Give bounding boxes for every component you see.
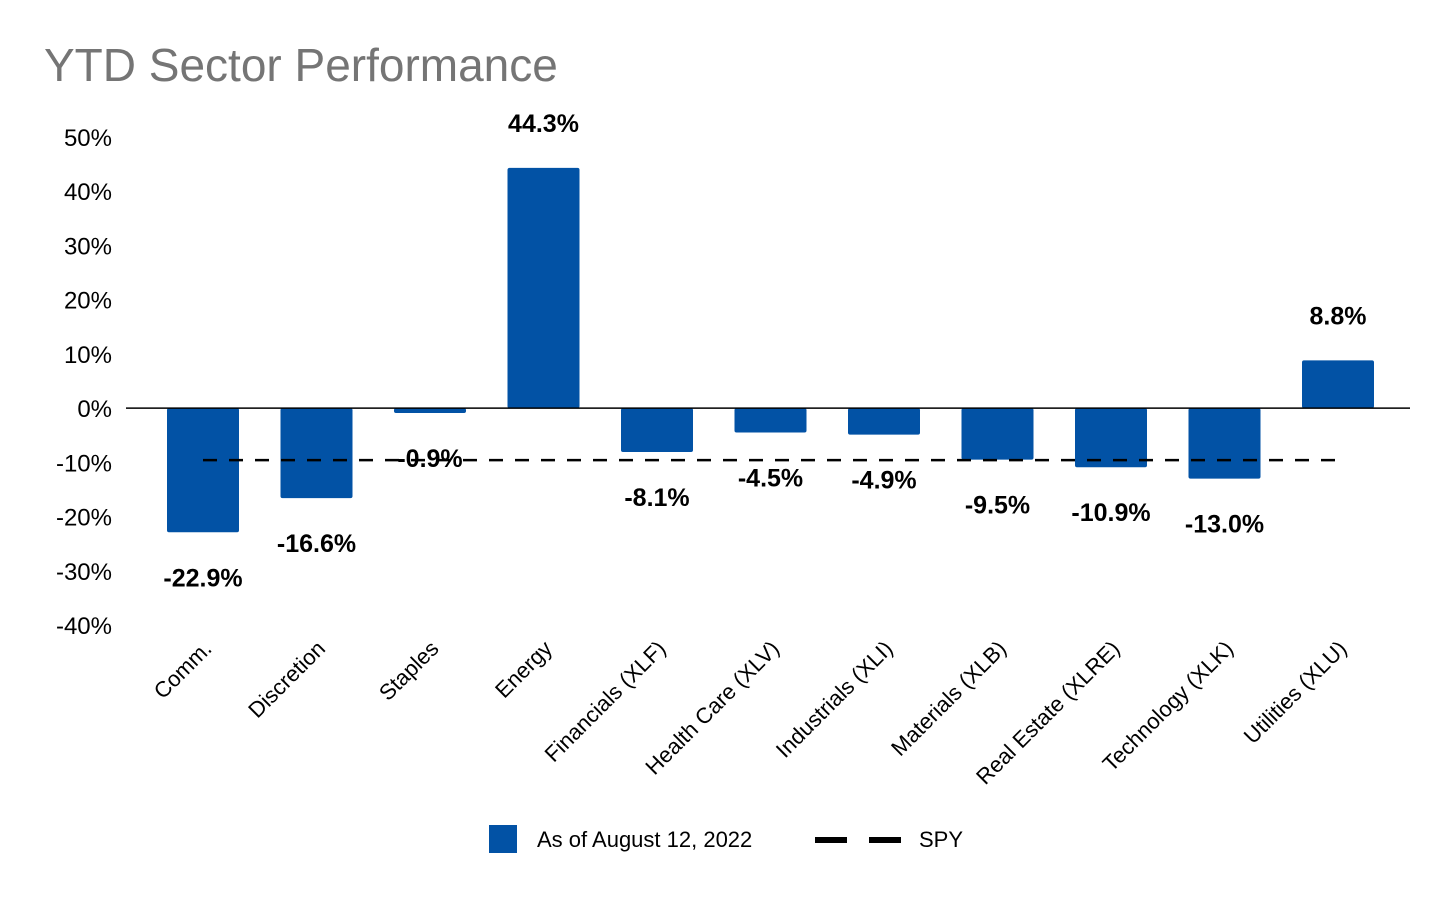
x-tick-label: Industrials (XLI): [771, 636, 898, 763]
bar: [280, 408, 353, 499]
x-tick-label: Financials (XLF): [540, 636, 671, 767]
bar: [848, 408, 920, 435]
data-label: 44.3%: [508, 110, 579, 138]
x-tick-label: Comm.: [149, 636, 217, 704]
y-tick-label: 20%: [64, 288, 112, 315]
bar: [507, 167, 580, 409]
x-tick-label: Materials (XLB): [886, 636, 1011, 761]
data-label: -22.9%: [163, 564, 242, 592]
data-label: -13.0%: [1185, 511, 1264, 539]
data-label: -0.9%: [397, 445, 462, 473]
x-tick-label: Utilities (XLU): [1239, 636, 1352, 749]
data-labels: -22.9% -16.6% -0.9% 44.3% -8.1% -4.5% -4.9% -9.…: [163, 110, 1366, 592]
chart-title: YTD Sector Performance: [44, 39, 558, 91]
y-tick-label: 40%: [64, 179, 112, 206]
bar: [734, 408, 807, 433]
bar: [394, 408, 466, 413]
data-label: -16.6%: [277, 530, 356, 558]
bar: [1188, 408, 1261, 479]
bar: [961, 408, 1034, 460]
legend-label-series: As of August 12, 2022: [537, 827, 752, 852]
y-tick-label: -30%: [56, 559, 112, 586]
y-tick-label: 30%: [64, 233, 112, 260]
data-label: 8.8%: [1310, 302, 1367, 330]
x-tick-label: Energy: [490, 636, 557, 703]
data-label: -4.5%: [738, 465, 803, 493]
y-tick-label: 50%: [64, 125, 112, 152]
data-label: -4.9%: [851, 467, 916, 495]
y-tick-label: 0%: [77, 396, 112, 423]
bar: [621, 408, 693, 453]
x-tick-label: Discretion: [243, 636, 330, 723]
legend: As of August 12, 2022 SPY: [489, 825, 963, 853]
legend-swatch-series: [489, 825, 517, 853]
data-label: -8.1%: [624, 484, 689, 512]
y-tick-label: 10%: [64, 342, 112, 369]
y-axis-ticks: 50% 40% 30% 20% 10% 0% -10% -20% -30% -40%: [56, 125, 112, 640]
bars: [167, 167, 1374, 533]
data-label: -10.9%: [1071, 499, 1150, 527]
legend-label-spy: SPY: [919, 827, 963, 852]
bar: [167, 408, 239, 533]
y-tick-label: -40%: [56, 613, 112, 640]
bar: [1302, 360, 1374, 409]
y-tick-label: -20%: [56, 505, 112, 532]
x-tick-label: Staples: [374, 636, 444, 706]
data-label: -9.5%: [965, 492, 1030, 520]
y-tick-label: -10%: [56, 450, 112, 477]
bar: [1075, 408, 1147, 468]
